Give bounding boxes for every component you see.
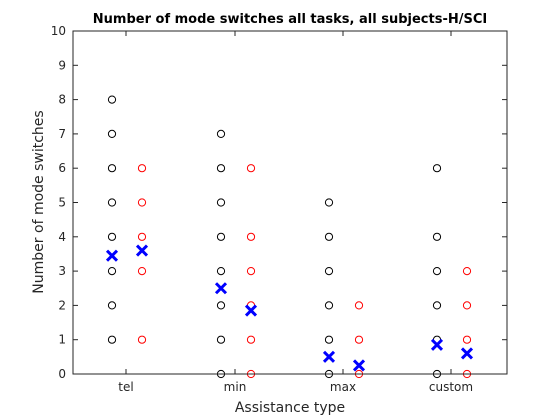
data-point-red — [137, 267, 147, 276]
mean-marker — [135, 244, 149, 257]
data-point-red — [462, 301, 472, 310]
data-point-red — [246, 335, 256, 344]
x-axis-label: Assistance type — [235, 400, 345, 416]
axes: 0 1 2 3 4 5 6 7 8 9 10 tel min max custom — [51, 24, 507, 394]
y-tick-label: 1 — [58, 333, 66, 347]
y-tick-label: 7 — [58, 127, 66, 141]
y-tick-label: 4 — [58, 230, 66, 244]
plot-frame — [72, 30, 508, 375]
data-point-black — [107, 232, 117, 241]
data-point-black — [324, 198, 334, 207]
y-tick-label: 3 — [58, 264, 66, 278]
data-point-red — [137, 198, 147, 207]
data-point-black — [324, 267, 334, 276]
data-point-black — [432, 232, 442, 241]
chart-title: Number of mode switches all tasks, all s… — [93, 12, 487, 27]
data-point-black — [216, 198, 226, 207]
y-tick-label: 6 — [58, 161, 66, 175]
y-tick-label: 9 — [58, 58, 66, 72]
data-point-red — [354, 301, 364, 310]
data-point-red — [246, 232, 256, 241]
mean-marker — [430, 338, 444, 351]
y-tick-label: 8 — [58, 93, 66, 107]
data-point-black — [107, 335, 117, 344]
x-tick-label: min — [224, 380, 247, 394]
data-point-red — [137, 335, 147, 344]
mean-marker — [105, 249, 119, 262]
data-point-black — [216, 164, 226, 173]
x-tick-label: max — [330, 380, 356, 394]
data-point-black — [216, 267, 226, 276]
data-point-red — [246, 267, 256, 276]
y-tick-label: 10 — [51, 24, 66, 38]
y-tick-label: 5 — [58, 196, 66, 210]
mean-marker — [460, 347, 474, 360]
data-point-red — [354, 335, 364, 344]
data-point-black — [216, 129, 226, 138]
y-axis-label: Number of mode switches — [31, 110, 47, 293]
mean-marker — [214, 282, 228, 295]
data-point-black — [107, 129, 117, 138]
data-point-black — [324, 301, 334, 310]
y-tick-label: 2 — [58, 298, 66, 312]
data-point-red — [246, 164, 256, 173]
data-point-red — [462, 335, 472, 344]
data-point-black — [432, 164, 442, 173]
mean-marker — [322, 350, 336, 363]
data-point-black — [107, 301, 117, 310]
y-tick-label: 0 — [58, 367, 66, 381]
data-point-red — [462, 267, 472, 276]
data-point-black — [324, 335, 334, 344]
data-point-red — [137, 232, 147, 241]
x-tick-label: custom — [429, 380, 473, 394]
data-point-black — [216, 301, 226, 310]
data-point-black — [216, 335, 226, 344]
data-point-red — [137, 164, 147, 173]
data-point-black — [107, 95, 117, 104]
mean-marker — [352, 359, 366, 372]
data-point-black — [107, 164, 117, 173]
data-point-black — [432, 301, 442, 310]
data-point-black — [432, 267, 442, 276]
data-point-black — [107, 267, 117, 276]
data-point-black — [216, 232, 226, 241]
x-tick-label: tel — [118, 380, 133, 394]
data-point-black — [324, 232, 334, 241]
mean-marker — [244, 304, 258, 317]
data-point-black — [107, 198, 117, 207]
